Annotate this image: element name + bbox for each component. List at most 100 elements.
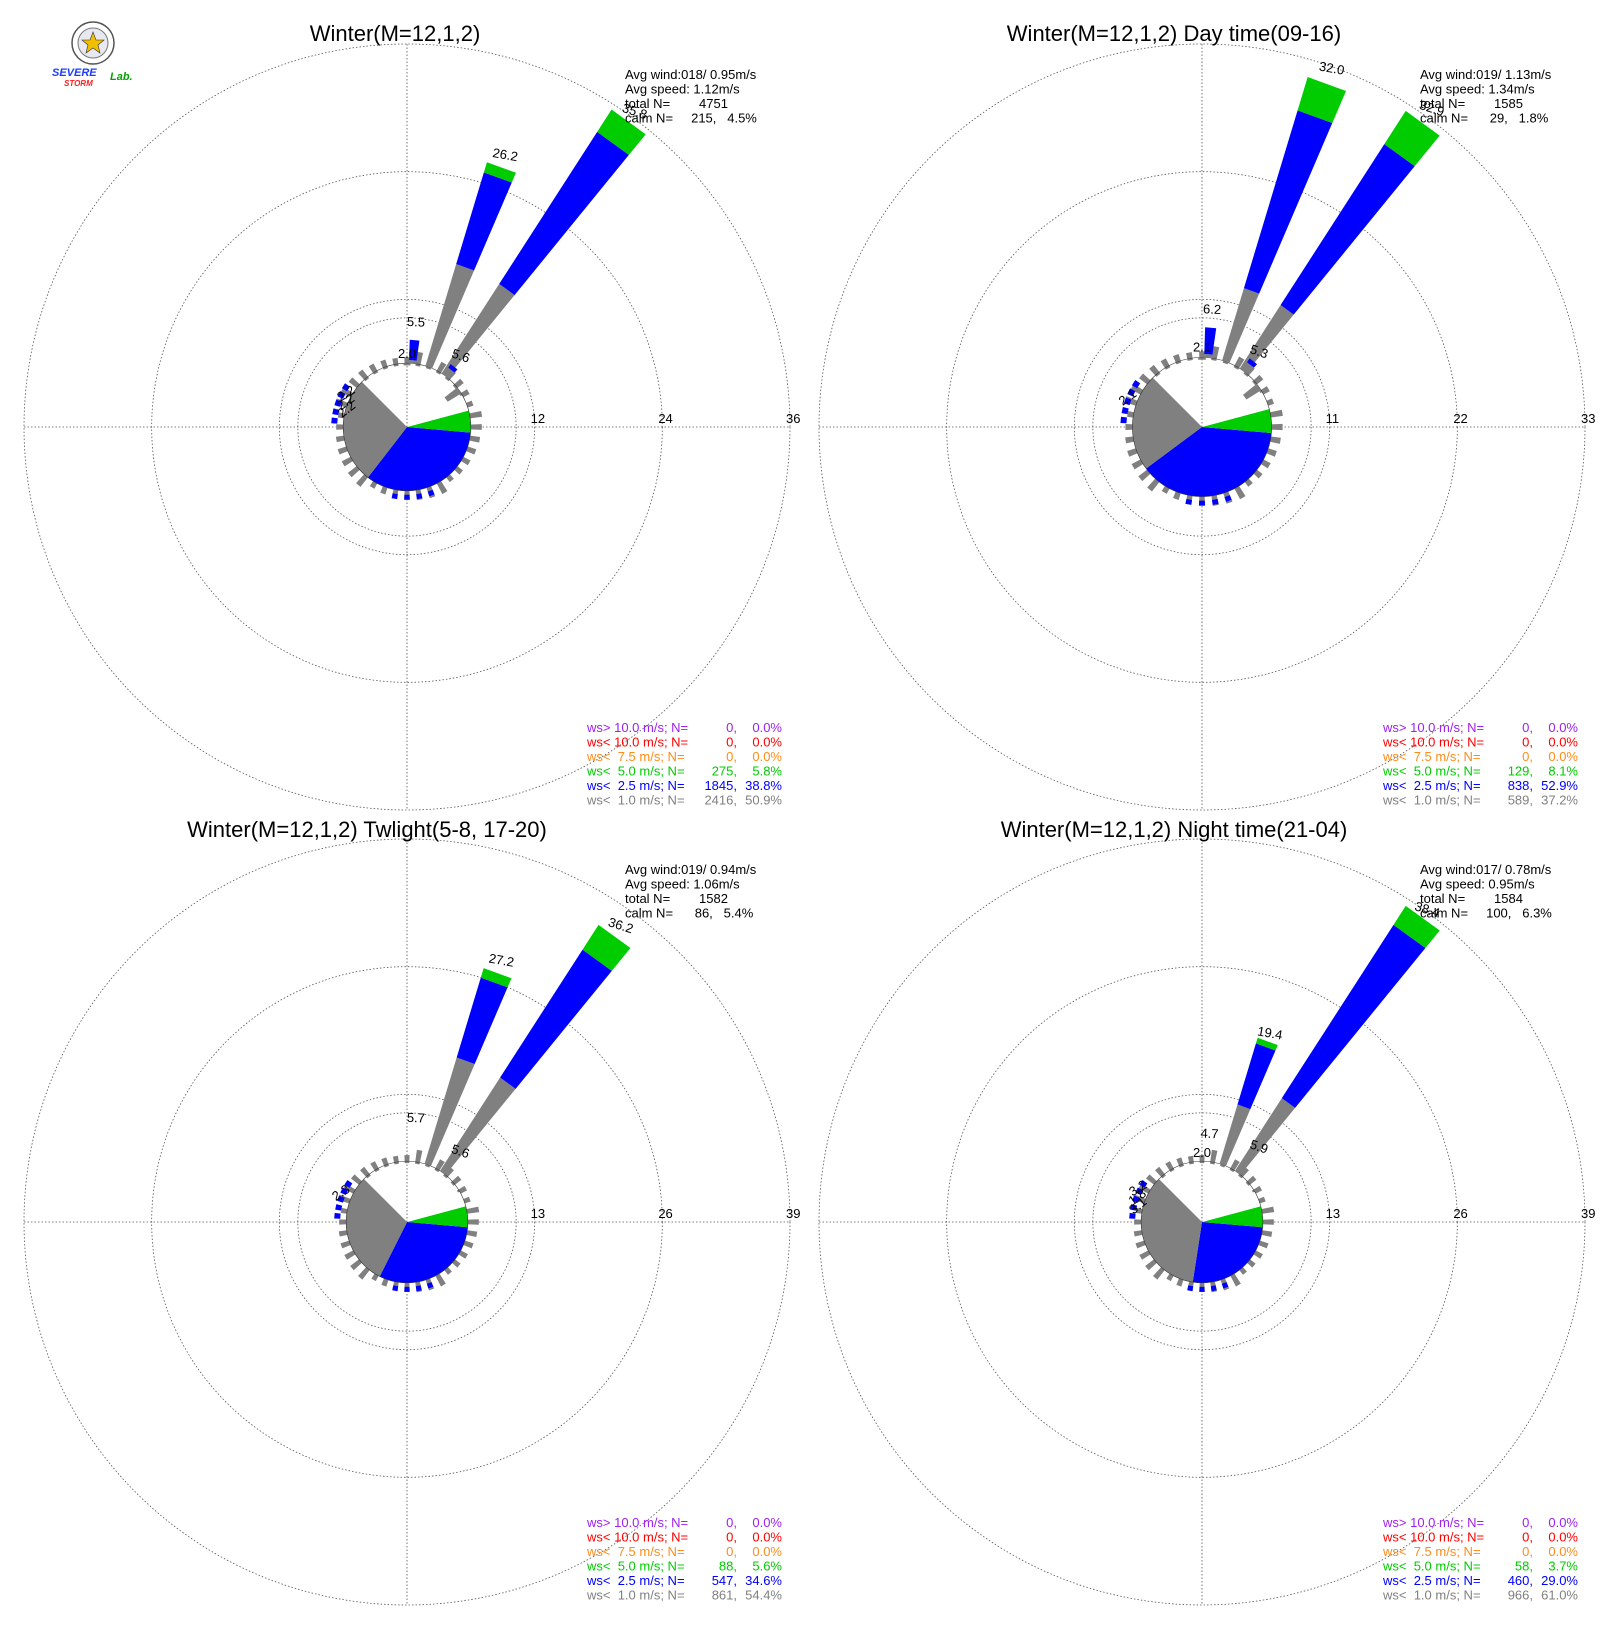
petal-blue — [448, 364, 458, 373]
legend-label: ws< 7.5 m/s; N= — [1382, 749, 1481, 764]
petal-gray — [1198, 357, 1206, 360]
core-sector-green — [407, 1206, 468, 1228]
info-line: total N= 1584 — [1420, 891, 1523, 906]
legend-count: 0, — [1522, 1544, 1533, 1559]
range-ring-inner — [1092, 317, 1312, 537]
info-line: Avg wind:017/ 0.78m/s — [1420, 862, 1552, 877]
core-sector-gray — [346, 1178, 407, 1277]
minor-petal — [370, 1161, 380, 1173]
legend-count: 129, — [1508, 764, 1533, 779]
petal-blue — [500, 949, 612, 1089]
minor-petal — [1173, 354, 1182, 365]
legend-label: ws> 10.0 m/s; N= — [586, 720, 688, 735]
petal-gray — [1219, 1104, 1251, 1167]
minor-petal — [381, 1157, 389, 1168]
petal-value-label: 6.2 — [1203, 301, 1222, 317]
petal-gray — [439, 1077, 516, 1175]
minor-petal — [1252, 374, 1264, 386]
minor-petal-blue — [334, 399, 342, 407]
legend-percent: 0.0% — [752, 1515, 782, 1530]
range-ring — [1073, 298, 1331, 556]
legend-percent: 0.0% — [1548, 749, 1578, 764]
info-line: Avg speed: 1.12m/s — [625, 82, 740, 97]
petal-value-label: 26.2 — [492, 145, 520, 164]
petal-gray — [425, 264, 475, 369]
minor-petal — [443, 1166, 454, 1179]
legend-percent: 0.0% — [1548, 1544, 1578, 1559]
minor-petal-blue — [416, 493, 423, 500]
minor-petal — [415, 351, 424, 367]
minor-petal — [1186, 352, 1193, 361]
info-line: Avg speed: 0.95m/s — [1420, 877, 1535, 892]
minor-petal-blue — [331, 417, 338, 424]
core-outline — [1140, 1160, 1264, 1284]
core-sector-gray — [1141, 1178, 1202, 1283]
petal-gray — [1234, 1098, 1296, 1175]
core-sector-blue — [367, 427, 471, 491]
petal-value-label: 2.1 — [1193, 340, 1211, 355]
core-sector-blue — [1146, 427, 1272, 497]
info-line: Avg wind:018/ 0.95m/s — [625, 67, 757, 82]
legend-label: ws< 10.0 m/s; N= — [1382, 1530, 1484, 1545]
minor-petal — [1229, 1271, 1241, 1287]
minor-petal — [414, 1149, 423, 1165]
core-sector-white — [1202, 392, 1270, 427]
info-line: calm N= 100, 6.3% — [1420, 906, 1552, 921]
minor-petal — [1147, 477, 1161, 492]
range-ring — [818, 838, 1586, 1606]
petal-green — [483, 162, 516, 183]
legend-label: ws< 5.0 m/s; N= — [1382, 1559, 1481, 1574]
legend-count: 58, — [1515, 1559, 1533, 1574]
legend-count: 966, — [1508, 1588, 1533, 1603]
minor-petal — [1138, 1183, 1153, 1195]
legend-label: ws< 5.0 m/s; N= — [586, 1559, 685, 1574]
petal-gray — [441, 283, 515, 378]
minor-petal-blue — [341, 383, 350, 392]
legend-count: 0, — [726, 1530, 737, 1545]
core-sector-green — [1202, 408, 1272, 434]
minor-petal — [1211, 346, 1220, 361]
logo-severe-text: SEVERE — [52, 67, 97, 79]
minor-petal-blue — [332, 408, 340, 416]
core-sector-white — [1202, 1191, 1261, 1222]
legend-percent: 0.0% — [1548, 1515, 1578, 1530]
minor-petal-blue — [1187, 1285, 1194, 1292]
minor-petal-blue — [335, 1204, 343, 1211]
tick-label: 24 — [658, 411, 672, 426]
petal-blue — [1243, 110, 1333, 294]
petal-value-label: 36.2 — [606, 914, 635, 936]
minor-petal — [467, 435, 481, 443]
petal-value-label: 5.3 — [1248, 341, 1270, 361]
legend-percent: 0.0% — [752, 1530, 782, 1545]
legend-percent: 0.0% — [752, 749, 782, 764]
core-outline — [1132, 357, 1272, 497]
minor-petal — [360, 1166, 371, 1179]
minor-petal — [1155, 1166, 1166, 1179]
windrose-panel-3: 13 26 3936.227.25.75.62.3Winter(M=12,1,2) … — [23, 817, 800, 1606]
legend-label: ws< 2.5 m/s; N= — [1382, 778, 1481, 793]
legend-count: 0, — [1522, 1515, 1533, 1530]
legend-percent: 54.4% — [745, 1588, 782, 1603]
severe-storm-lab-logo: SEVERE STORM Lab. — [52, 21, 133, 88]
minor-petal — [1160, 358, 1171, 370]
legend-percent: 61.0% — [1541, 1588, 1578, 1603]
petal-gray — [1222, 288, 1260, 363]
info-line: calm N= 215, 4.5% — [625, 111, 757, 126]
minor-petal-blue — [337, 391, 346, 399]
tick-label: 13 — [531, 1206, 545, 1221]
legend-percent: 0.0% — [752, 720, 782, 735]
range-ring-inner — [297, 317, 517, 537]
petal-gray — [1241, 362, 1254, 375]
core-sector-green — [407, 410, 471, 433]
minor-petal-blue — [1198, 500, 1206, 506]
legend-label: ws< 7.5 m/s; N= — [586, 1544, 685, 1559]
core-sector-blue — [1192, 1222, 1263, 1283]
minor-petal-blue — [1129, 1212, 1136, 1219]
legend-count: 0, — [1522, 1530, 1533, 1545]
info-line: total N= 1585 — [1420, 96, 1523, 111]
petal-value-label: 5.6 — [449, 1141, 471, 1161]
petal-blue — [456, 977, 508, 1065]
minor-petal — [467, 410, 483, 419]
minor-petal-blue — [404, 494, 410, 500]
legend-label: ws< 10.0 m/s; N= — [1382, 735, 1484, 750]
